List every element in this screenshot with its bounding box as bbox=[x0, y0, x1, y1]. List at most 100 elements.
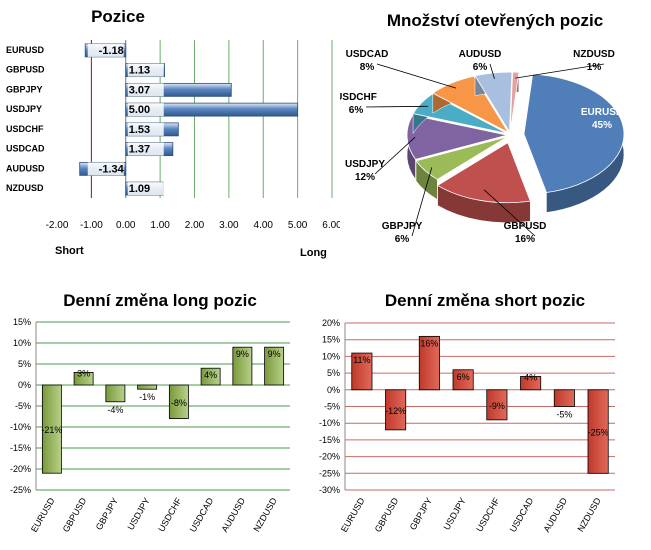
bar-eurusd bbox=[41, 384, 62, 474]
data-label-usdchf: -9% bbox=[489, 401, 505, 411]
y-tick-label: 0% bbox=[327, 385, 340, 395]
leader-line-usdcad bbox=[376, 63, 457, 89]
long-change-chart-svg: Denní změna long pozic15%10%5%0%-5%-10%-… bbox=[10, 291, 290, 534]
data-label-gbpusd: -12% bbox=[385, 406, 406, 416]
y-tick-label: -5% bbox=[15, 401, 31, 411]
data-label-background bbox=[127, 103, 164, 117]
x-tick-label: 6.00 bbox=[322, 220, 340, 231]
data-label-eurusd: -21% bbox=[41, 425, 62, 435]
data-label-nzdusd: 1.09 bbox=[129, 183, 150, 195]
slice-percent-eurusd: 45% bbox=[592, 120, 612, 131]
y-tick-label: -10% bbox=[10, 422, 31, 432]
y-tick-label: 5% bbox=[327, 368, 340, 378]
y-tick-label: 15% bbox=[13, 317, 31, 327]
data-label-background bbox=[87, 162, 124, 176]
data-label-audusd: 9% bbox=[236, 349, 249, 359]
data-label-usdjpy: 5.00 bbox=[129, 104, 150, 116]
category-label-audusd: AUDUSD bbox=[541, 496, 569, 534]
leader-line-audusd bbox=[489, 63, 495, 79]
slice-label-usdcad: USDCAD bbox=[346, 49, 389, 60]
slice-label-nzdusd: NZDUSD bbox=[573, 49, 615, 60]
leader-line-usdjpy bbox=[374, 136, 416, 175]
data-label-eurusd: 11% bbox=[353, 355, 370, 365]
y-tick-label: -5% bbox=[324, 402, 340, 412]
data-label-usdjpy: -1% bbox=[139, 392, 155, 402]
category-label-nzdusd: NZDUSD bbox=[575, 496, 603, 534]
open-positions-pie-svg: Množství otevřených pozic EURUSD 45% GBPUSD… bbox=[335, 11, 625, 245]
data-label-background bbox=[127, 83, 164, 97]
short-change-chart-svg: Denní změna short pozic 20% 15% 10% 5% 0% -5% -… bbox=[319, 291, 615, 534]
data-label-audusd: -5% bbox=[556, 410, 572, 420]
slice-percent-usdchf: 6% bbox=[349, 105, 364, 116]
slice-nzdusd bbox=[509, 71, 520, 133]
data-label-gbpjpy: -4% bbox=[107, 405, 123, 415]
bar-usdchf bbox=[486, 389, 508, 421]
category-label-eurusd: EURUSD bbox=[6, 45, 45, 55]
bar-usdjpy bbox=[452, 369, 474, 391]
chart-title: Denní změna short pozic bbox=[385, 291, 585, 310]
slice-label-usdjpy: USDJPY bbox=[345, 159, 385, 170]
bar-gbpusd bbox=[385, 389, 407, 431]
category-label-usdchf: USDCHF bbox=[6, 124, 44, 134]
slice-percent-gbpusd: 16% bbox=[515, 234, 535, 245]
category-label-gbpjpy: GBPJPY bbox=[94, 496, 120, 532]
x-tick-label: 1.00 bbox=[150, 220, 170, 231]
slice-percent-gbpjpy: 6% bbox=[395, 234, 410, 245]
category-label-nzdusd: NZDUSD bbox=[6, 183, 44, 193]
x-tick-label: -2.00 bbox=[46, 220, 69, 231]
chart-title: Denní změna long pozic bbox=[63, 291, 257, 310]
chart-title: Množství otevřených pozic bbox=[387, 11, 603, 30]
y-tick-label: -20% bbox=[10, 464, 31, 474]
positions-chart-svg: Pozice -2.00 -1.00 0.00 1.00 2.00 3.00 4.00 5.00… bbox=[6, 7, 342, 259]
category-label-usdcad: USDCAD bbox=[508, 496, 536, 534]
y-tick-label: 5% bbox=[18, 359, 31, 369]
data-label-usdjpy: 6% bbox=[457, 372, 470, 382]
leader-line-usdchf bbox=[365, 105, 428, 108]
x-tick-label: 5.00 bbox=[288, 220, 308, 231]
y-tick-label: 10% bbox=[13, 338, 31, 348]
category-label-gbpusd: GBPUSD bbox=[61, 496, 89, 534]
bar-usdjpy bbox=[137, 384, 158, 390]
chart-title: Pozice bbox=[91, 7, 145, 26]
data-label-gbpusd: 1.13 bbox=[129, 65, 150, 77]
slice-percent-nzdusd: 1% bbox=[587, 62, 602, 73]
category-label-usdjpy: USDJPY bbox=[441, 496, 467, 532]
bar-usdcad bbox=[520, 376, 542, 391]
leader-line-gbpjpy bbox=[411, 167, 433, 237]
data-label-usdcad: 4% bbox=[204, 370, 217, 380]
category-label-usdcad: USDCAD bbox=[6, 144, 45, 154]
data-label-background bbox=[127, 63, 164, 77]
category-label-gbpjpy: GBPJPY bbox=[6, 84, 43, 94]
y-tick-label: 20% bbox=[322, 318, 340, 328]
bar-usdchf bbox=[168, 384, 189, 419]
y-tick-label: -10% bbox=[319, 418, 340, 428]
data-label-background bbox=[127, 182, 164, 196]
slice-label-gbpusd: GBPUSD bbox=[504, 221, 547, 232]
data-label-background bbox=[127, 142, 164, 156]
y-tick-label: -25% bbox=[10, 485, 31, 495]
category-label-eurusd: EURUSD bbox=[339, 496, 367, 534]
data-label-background bbox=[127, 122, 164, 136]
x-tick-label: -1.00 bbox=[80, 220, 103, 231]
data-label-gbpjpy: 3.07 bbox=[129, 84, 150, 96]
data-label-usdcad: 1.37 bbox=[129, 144, 150, 156]
x-tick-label: 2.00 bbox=[185, 220, 205, 231]
category-label-usdjpy: USDJPY bbox=[6, 104, 42, 114]
y-tick-label: -15% bbox=[319, 435, 340, 445]
slice-usdcad bbox=[432, 75, 510, 134]
data-label-nzdusd: 9% bbox=[268, 349, 281, 359]
bar-gbpusd bbox=[73, 372, 94, 386]
category-label-usdchf: USDCHF bbox=[474, 496, 502, 534]
data-label-audusd: -1.34 bbox=[99, 163, 125, 175]
bar-nzdusd bbox=[587, 389, 609, 474]
slice-label-usdchf: USDCHF bbox=[340, 92, 377, 103]
bar-eurusd bbox=[351, 352, 373, 391]
bar-audusd bbox=[553, 389, 575, 407]
leader-line-gbpusd bbox=[483, 189, 536, 237]
y-tick-label: 0% bbox=[18, 380, 31, 390]
bar-usdjpy bbox=[125, 102, 299, 117]
slice-percent-audusd: 6% bbox=[473, 62, 488, 73]
slice-percent-usdcad: 8% bbox=[360, 62, 375, 73]
category-label-audusd: AUDUSD bbox=[6, 163, 45, 173]
data-label-gbpusd: 3% bbox=[77, 368, 90, 378]
